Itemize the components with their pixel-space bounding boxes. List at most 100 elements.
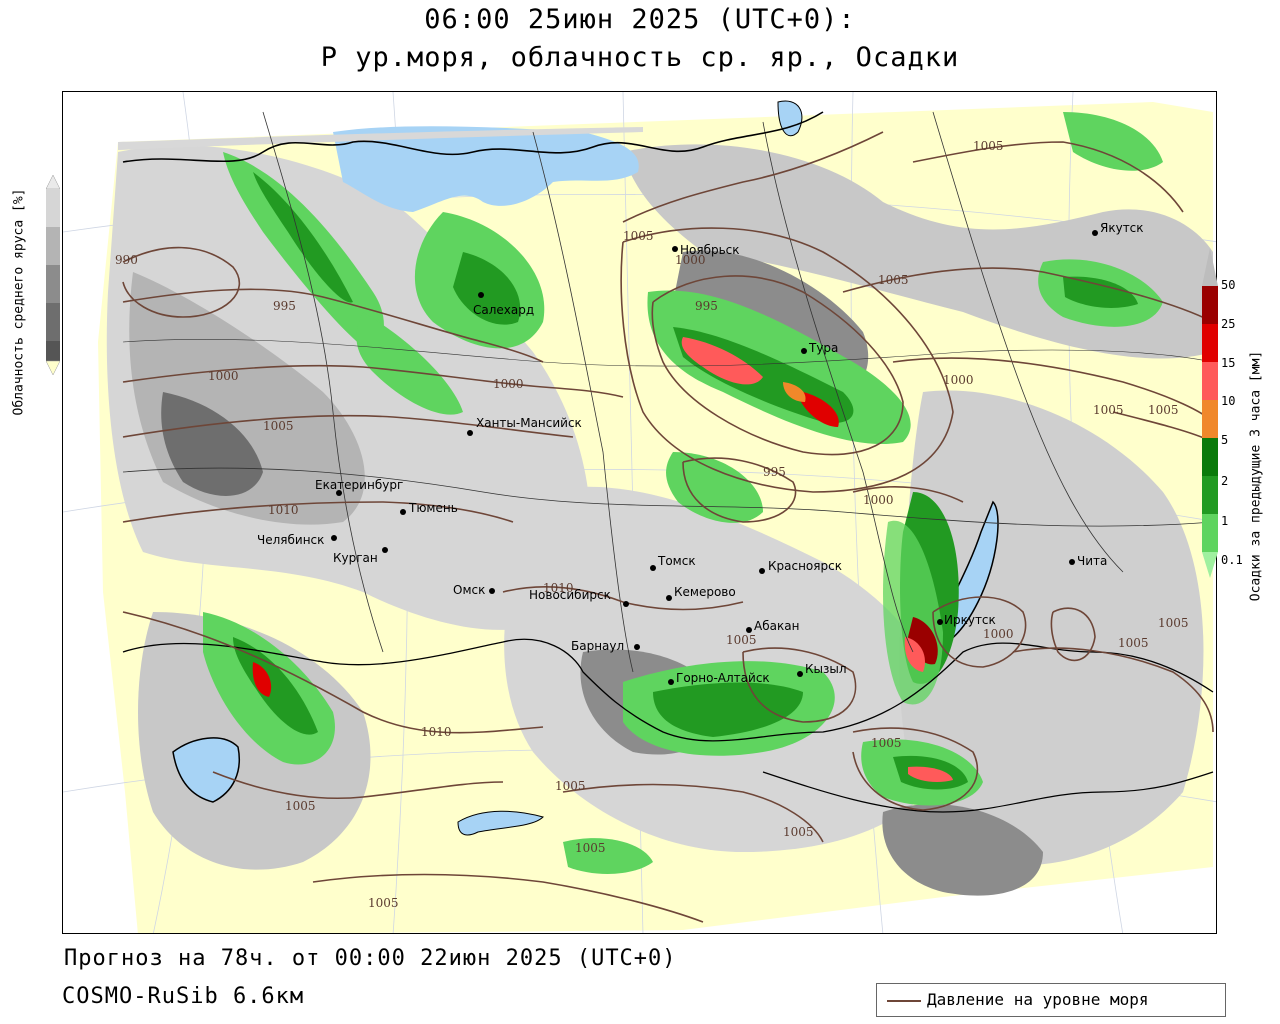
isobars-layer (122, 131, 1214, 923)
isobar-1005-south-west (212, 771, 504, 800)
cities-layer: Салехард Ноябрьск Тура Якутск Ханты-Манс… (257, 221, 1144, 685)
city-label-yakutsk: Якутск (1100, 221, 1144, 235)
city-dot-chita (1069, 559, 1075, 565)
isobar-label: 1005 (1118, 636, 1149, 650)
cloud-colorbar-band-10 (46, 341, 60, 361)
isobar-995-low (682, 457, 797, 523)
model-name: COSMO-RuSib 6.6км (62, 984, 305, 1009)
precip-band-5 (1202, 438, 1218, 476)
precip-tick-10: 10 (1221, 394, 1236, 408)
precip-south-lake (563, 838, 653, 874)
precip-lower (666, 452, 763, 523)
isobar-label: 1010 (268, 503, 299, 517)
isobar-label: 1005 (555, 779, 586, 793)
isobar-label: 1000 (208, 369, 239, 383)
city-label-gorno-altaisk: Горно-Алтайск (676, 671, 770, 685)
isobar-1010-south (122, 611, 544, 734)
precip-tick-1: 1 (1221, 514, 1229, 528)
isobar-label: 1005 (973, 139, 1004, 153)
isobar-label: 995 (273, 299, 296, 313)
region-border-5 (122, 467, 1214, 527)
precip-band-10 (1202, 400, 1218, 438)
city-label-yekaterinburg: Екатеринбург (315, 478, 403, 492)
city-label-salekhard: Салехард (473, 303, 534, 317)
region-border-6 (122, 338, 1214, 367)
precip-tick-25: 25 (1221, 317, 1236, 331)
precip-band-25 (1202, 324, 1218, 362)
precip-band-2 (1202, 476, 1218, 514)
city-label-tomsk: Томск (657, 554, 696, 568)
cloud-scale-title: Облачность среднего яруса [%] (11, 188, 27, 416)
city-dot-yekaterinburg (336, 490, 342, 496)
isobar-label: 1000 (943, 373, 974, 387)
city-dot-omsk (489, 588, 495, 594)
borders-layer (122, 111, 1214, 813)
isobar-label: 1005 (575, 841, 606, 855)
cloud-colorbar (46, 175, 60, 375)
isobar-1005-east (842, 267, 1214, 323)
precip-tick-0.1: 0.1 (1221, 553, 1243, 567)
isobar-label: 1005 (878, 273, 909, 287)
precip-band-50 (1202, 286, 1218, 324)
isobar-label: 1000 (493, 377, 524, 391)
isobar-label: 1000 (863, 493, 894, 507)
city-dot-chelyabinsk (331, 535, 337, 541)
city-dot-tyumen (400, 509, 406, 515)
precip-tick-2: 2 (1221, 474, 1229, 488)
cloud-colorbar-bottom-triangle (46, 360, 60, 375)
map-canvas: 1005 1005 1000 990 995 995 1000 1000 100… (63, 92, 1216, 933)
cloud-colorbar-band-30 (46, 303, 60, 341)
precip-scale-title: Осадки за предыдущие 3 часа [мм] (1248, 350, 1264, 602)
isobar-1010-west (122, 501, 514, 523)
isobar-1000-west (122, 364, 624, 398)
city-dot-tomsk (650, 565, 656, 571)
city-label-chita: Чита (1077, 554, 1107, 568)
city-dot-salekhard (478, 292, 484, 298)
isobar-label: 1005 (623, 229, 654, 243)
cloud-colorbar-band-50 (46, 265, 60, 303)
map-title: 06:00 25июн 2025 (UTC+0): (424, 4, 856, 35)
cloud-colorbar-top-triangle (46, 175, 60, 190)
city-dot-tura (801, 348, 807, 354)
isobar-1005-bottom (312, 873, 704, 923)
precip-band-15 (1202, 362, 1218, 400)
cloud-colorbar-band-90 (46, 189, 60, 227)
precip-altai-core (653, 682, 803, 737)
isobar-legend: Давление на уровне моря (876, 983, 1226, 1017)
isobar-label: 1005 (1093, 403, 1124, 417)
isobar-label: 995 (695, 299, 718, 313)
city-label-kyzyl: Кызыл (805, 662, 847, 676)
map-subtitle: P ур.моря, облачность ср. яр., Осадки (320, 42, 960, 73)
isobar-label: 1010 (421, 725, 452, 739)
isobar-label: 995 (763, 465, 786, 479)
isobar-label: 1010 (543, 581, 574, 595)
isobar-1000-tura (620, 227, 954, 493)
region-border-3 (762, 121, 914, 653)
cloud-dense-2 (161, 392, 263, 496)
precip-colorbar-top-triangle (1202, 248, 1218, 286)
isobar-label: 1005 (783, 825, 814, 839)
precip-tick-15: 15 (1221, 356, 1236, 370)
legend-label: Давление на уровне моря (927, 990, 1149, 1009)
city-dot-gorno-altaisk (668, 679, 674, 685)
precip-tick-5: 5 (1221, 433, 1229, 447)
isobar-1005-ring-se (1050, 607, 1096, 662)
precip-tick-50: 50 (1221, 278, 1236, 292)
city-dot-yakutsk (1092, 230, 1098, 236)
isobar-label: 1000 (675, 253, 706, 267)
precip-tura-orange (783, 382, 806, 402)
isobar-label: 1005 (285, 799, 316, 813)
city-label-khanty: Ханты-Мансийск (476, 416, 582, 430)
city-label-kemerovo: Кемерово (674, 585, 736, 599)
cloud-dense-4 (882, 804, 1043, 896)
city-label-tura: Тура (808, 341, 838, 355)
isobar-1005-north (622, 131, 884, 223)
precip-ne (1063, 112, 1163, 171)
isobar-label: 1005 (726, 633, 757, 647)
city-dot-kyzyl (797, 671, 803, 677)
city-dot-khanty (467, 430, 473, 436)
precip-kazakh-core (233, 637, 318, 735)
region-border-4 (932, 111, 1124, 573)
isobar-label: 1005 (871, 736, 902, 750)
precipitation-layer (203, 112, 1163, 874)
